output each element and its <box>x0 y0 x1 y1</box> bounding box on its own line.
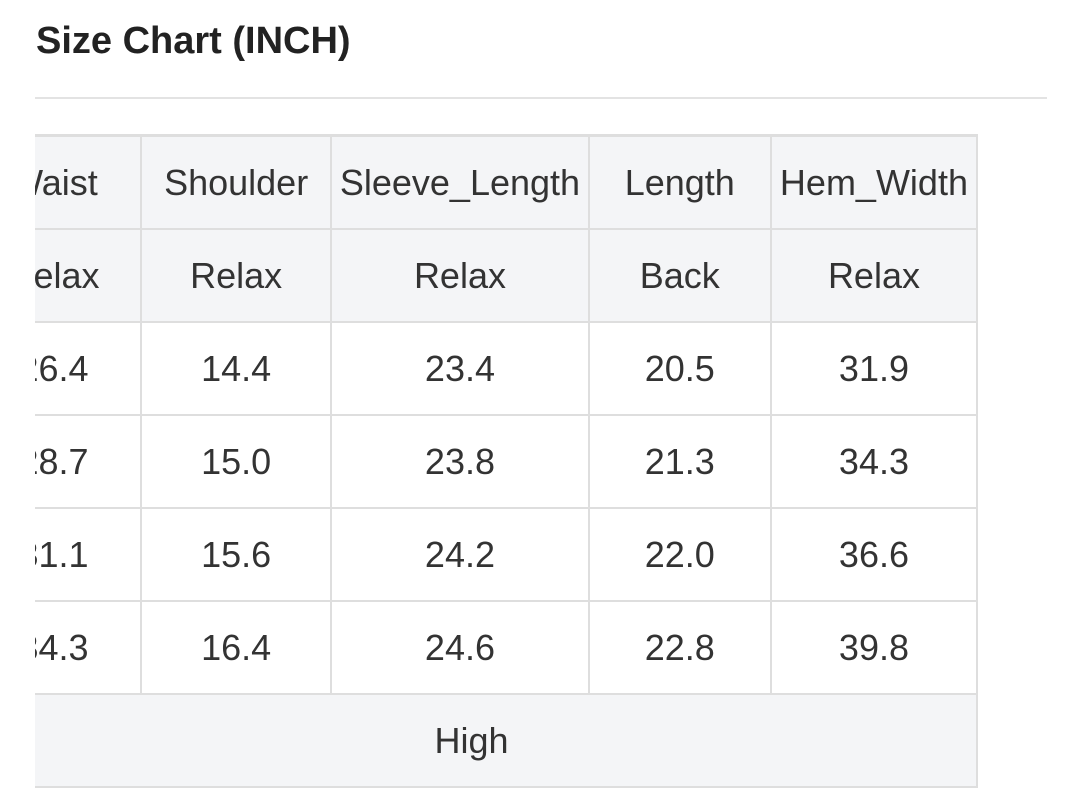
table-row-cell: 14.4 <box>139 321 333 416</box>
header-row-cell: Shoulder <box>139 134 333 230</box>
table-row-cell: 26.4 <box>35 321 142 416</box>
table-row-cell: 24.6 <box>330 600 590 695</box>
header-row-cell: Sleeve_Length <box>330 134 590 230</box>
subheader-row-cell: Relax <box>139 228 333 323</box>
size-table-scroll[interactable]: WaistShoulderSleeve_LengthLengthHem_Widt… <box>35 134 1048 794</box>
table-row-cell: 20.5 <box>587 321 772 416</box>
table-row: 34.316.424.622.839.8 <box>35 600 979 695</box>
subheader-row-cell: Relax <box>330 228 590 323</box>
header-row-cell: Length <box>587 134 772 230</box>
table-row-cell: 39.8 <box>769 600 979 695</box>
subheader-row-cell: Relax <box>769 228 979 323</box>
subheader-row: RelaxRelaxRelaxBackRelax <box>35 228 979 323</box>
table-row: 31.115.624.222.036.6 <box>35 507 979 602</box>
header-row-cell: Hem_Width <box>769 134 979 230</box>
divider <box>35 97 1047 99</box>
table-row-cell: 21.3 <box>587 414 772 509</box>
table-row: 26.414.423.420.531.9 <box>35 321 979 416</box>
table-row-cell: 24.2 <box>330 507 590 602</box>
footer-cell: High <box>35 693 978 788</box>
table-row-cell: 28.7 <box>35 414 142 509</box>
table-row-cell: 34.3 <box>769 414 979 509</box>
subheader-row-cell: Back <box>587 228 772 323</box>
header-row-cell: Waist <box>35 134 142 230</box>
header-row: WaistShoulderSleeve_LengthLengthHem_Widt… <box>35 134 979 230</box>
table-row-cell: 36.6 <box>769 507 979 602</box>
table-row-cell: 15.0 <box>139 414 333 509</box>
table-row-cell: 34.3 <box>35 600 142 695</box>
table-row-cell: 15.6 <box>139 507 333 602</box>
table-row: 28.715.023.821.334.3 <box>35 414 979 509</box>
table-row-cell: 31.1 <box>35 507 142 602</box>
table-row-cell: 16.4 <box>139 600 333 695</box>
subheader-row-cell: Relax <box>35 228 142 323</box>
table-row-cell: 22.0 <box>587 507 772 602</box>
table-row-cell: 22.8 <box>587 600 772 695</box>
footer-row: High <box>35 693 978 788</box>
size-table: WaistShoulderSleeve_LengthLengthHem_Widt… <box>35 134 979 788</box>
table-row-cell: 23.4 <box>330 321 590 416</box>
table-row-cell: 23.8 <box>330 414 590 509</box>
table-row-cell: 31.9 <box>769 321 979 416</box>
page-title: Size Chart (INCH) <box>36 20 351 62</box>
